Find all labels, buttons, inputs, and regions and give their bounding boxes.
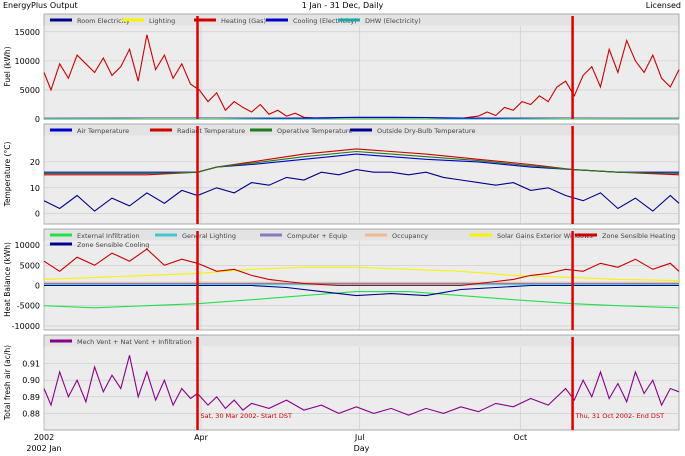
series-line	[44, 150, 680, 175]
legend-entry: Mech Vent + Nat Vent + Infiltration	[77, 338, 192, 346]
legend-entry: Outside Dry-Bulb Temperature	[377, 127, 475, 135]
legend-band	[44, 229, 679, 241]
legend-entry: Radiant Temperature	[177, 127, 245, 135]
y-tick-label: 5000	[20, 86, 40, 95]
legend-entry: Occupancy	[392, 232, 428, 240]
y-tick-label: 0	[35, 210, 40, 219]
y-tick-label: 0	[35, 282, 40, 291]
legend-band	[44, 14, 679, 26]
x-axis-sub-label: 2002 Jan	[26, 444, 61, 453]
legend-entry: Solar Gains Exterior Windows	[497, 232, 593, 240]
y-tick-label: 10000	[15, 57, 40, 66]
header-date-range: 1 Jan - 31 Dec, Daily	[301, 1, 384, 10]
legend-band	[44, 335, 679, 347]
y-axis-label: Temperature (°C)	[3, 142, 12, 208]
y-tick-label: 15000	[15, 28, 40, 37]
y-axis-label: Fuel (kWh)	[3, 46, 12, 86]
legend-entry: Air Temperature	[77, 127, 129, 135]
legend-entry: Lighting	[149, 17, 175, 25]
legend-entry: DHW (Electricity)	[365, 17, 421, 25]
y-tick-label: 0.89	[22, 393, 40, 402]
series-line	[43, 248, 680, 287]
y-tick-label: 5000	[20, 261, 40, 270]
dst-marker-label: Thu, 31 Oct 2002- End DST	[575, 412, 664, 420]
series-line	[44, 284, 679, 297]
header-license: Licensed	[645, 1, 681, 10]
y-tick-label: 0.88	[22, 409, 40, 418]
y-tick-label: 10	[30, 184, 40, 193]
dst-marker-label: Sat, 30 Mar 2002- Start DST	[201, 412, 292, 420]
panel-frame	[43, 13, 680, 120]
legend-entry: Operative Temperature	[277, 127, 352, 135]
y-tick-label: -10000	[12, 322, 40, 331]
legend-entry: Heating (Gas)	[221, 17, 266, 25]
y-tick-label: 20	[30, 158, 40, 167]
legend-entry: Room Electricity	[77, 17, 130, 25]
series-line	[43, 169, 680, 212]
x-tick-label: Oct	[513, 433, 527, 442]
legend-entry: Zone Sensible Cooling	[77, 241, 149, 249]
header-app-title: EnergyPlus Output	[3, 1, 78, 10]
y-tick-label: 0	[35, 115, 40, 124]
y-tick-label: 0.91	[22, 360, 40, 369]
legend-entry: Cooling (Electricity)	[293, 17, 357, 25]
legend-entry: Computer + Equip	[287, 232, 347, 240]
x-tick-label: Apr	[194, 433, 209, 442]
y-tick-label: 10000	[15, 241, 40, 250]
x-tick-label: Jul	[354, 433, 365, 442]
series-line	[43, 355, 680, 416]
series-line	[43, 34, 680, 120]
y-axis-label: Total fresh air (ac/h)	[3, 345, 12, 421]
x-tick-label: 2002	[34, 433, 54, 442]
y-tick-label: -5000	[17, 302, 40, 311]
legend-entry: External Infiltration	[77, 232, 140, 240]
y-axis-label: Heat Balance (kWh)	[3, 242, 12, 317]
y-tick-label: 0.90	[22, 376, 40, 385]
legend-entry: Zone Sensible Heating	[602, 232, 676, 240]
x-axis-title: Day	[354, 444, 370, 453]
legend-entry: General Lighting	[182, 232, 236, 240]
